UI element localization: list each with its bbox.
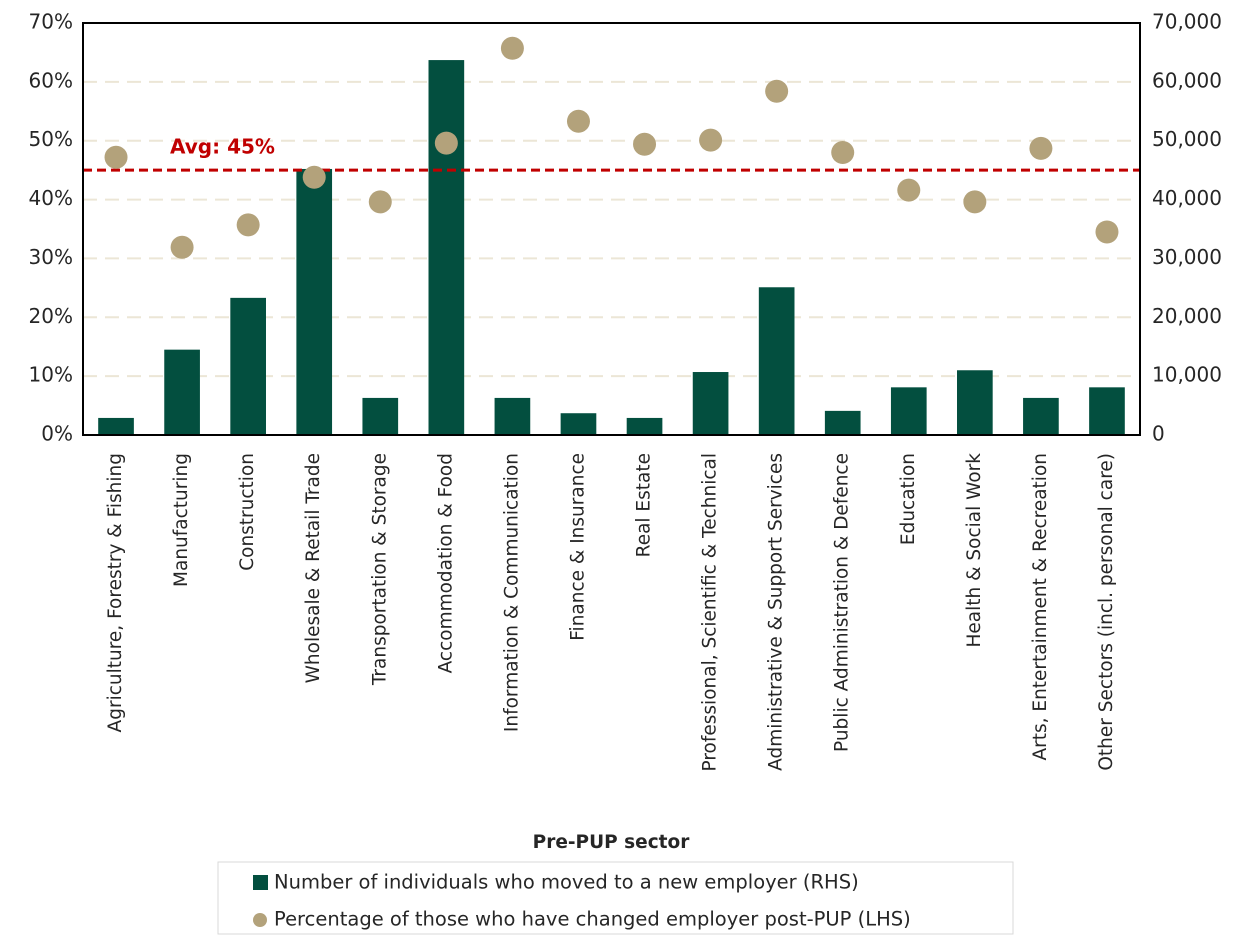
y2-tick-label: 70,000 (1152, 10, 1222, 34)
x-tick-label: Information & Communication (501, 453, 522, 732)
dot (302, 165, 326, 189)
y2-tick-label: 10,000 (1152, 363, 1222, 387)
x-tick-label: Administrative & Support Services (766, 453, 787, 771)
y2-tick-label: 40,000 (1152, 186, 1222, 210)
x-tick-label: Manufacturing (171, 453, 192, 587)
legend-swatch (253, 913, 267, 927)
bar (758, 287, 795, 435)
x-tick-label: Health & Social Work (964, 453, 985, 648)
x-tick-label: Wholesale & Retail Trade (303, 453, 324, 683)
y-tick-label: 10% (29, 363, 73, 387)
legend-label: Percentage of those who have changed emp… (274, 908, 911, 931)
y2-tick-label: 30,000 (1152, 245, 1222, 269)
x-tick-label: Arts, Entertainment & Recreation (1030, 453, 1051, 761)
bar (296, 168, 333, 436)
dot (1095, 220, 1119, 244)
y2-tick-label: 0 (1152, 422, 1165, 446)
dot (897, 178, 921, 202)
y-tick-label: 20% (29, 304, 73, 328)
x-tick-label: Real Estate (634, 453, 655, 557)
x-tick-label: Finance & Insurance (567, 453, 588, 641)
bar (626, 417, 663, 435)
dot (368, 190, 392, 214)
y2-tick-label: 60,000 (1152, 68, 1222, 92)
legend-box (217, 861, 1014, 935)
y-tick-label: 40% (29, 186, 73, 210)
legend-label: Number of individuals who moved to a new… (274, 871, 859, 894)
y-tick-label: 70% (29, 10, 73, 34)
bar (957, 370, 993, 435)
bar (1023, 397, 1059, 435)
bar (164, 349, 200, 435)
x-tick-label: Construction (237, 453, 258, 571)
bar (494, 397, 531, 435)
dot (1029, 136, 1053, 160)
dot (699, 128, 723, 152)
dot (566, 109, 590, 133)
bar (98, 417, 134, 435)
y-tick-label: 0% (41, 422, 73, 446)
dot (236, 213, 260, 237)
x-tick-label: Education (898, 453, 919, 545)
dot (104, 145, 128, 169)
x-tick-label: Professional, Scientific & Technical (700, 453, 721, 771)
y2-tick-label: 50,000 (1152, 127, 1222, 151)
bar (362, 397, 399, 435)
bar (692, 372, 729, 435)
bar (560, 413, 597, 435)
dot (765, 79, 789, 103)
bar (890, 387, 927, 435)
x-tick-label: Accommodation & Food (435, 453, 456, 673)
y-tick-label: 30% (29, 245, 73, 269)
dot (500, 36, 524, 60)
dot (434, 131, 458, 155)
dot (963, 190, 987, 214)
bar (1089, 387, 1125, 435)
dot (633, 132, 657, 156)
x-tick-label: Other Sectors (incl. personal care) (1096, 453, 1117, 771)
bar (428, 60, 465, 436)
bar (230, 297, 266, 435)
y2-tick-label: 20,000 (1152, 304, 1222, 328)
plot-frame (82, 22, 1141, 436)
dot (831, 140, 855, 164)
x-tick-label: Agriculture, Forestry & Fishing (105, 453, 126, 732)
x-tick-label: Transportation & Storage (369, 453, 390, 686)
x-tick-label: Public Administration & Defence (832, 453, 853, 752)
dot (170, 235, 194, 259)
reference-label: Avg: 45% (170, 135, 275, 159)
bar (824, 410, 861, 435)
y-tick-label: 50% (29, 127, 73, 151)
legend-swatch (253, 875, 268, 890)
x-axis-title: Pre-PUP sector (533, 832, 691, 853)
y-tick-label: 60% (29, 68, 73, 92)
